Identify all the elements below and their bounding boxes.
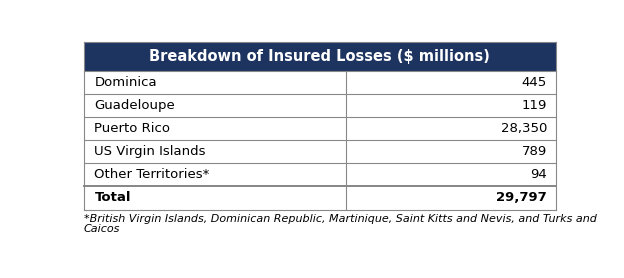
Text: 789: 789 [522,145,547,158]
Text: US Virgin Islands: US Virgin Islands [94,145,206,158]
Text: Total: Total [94,192,131,205]
Text: 119: 119 [522,99,547,112]
Text: Puerto Rico: Puerto Rico [94,122,170,135]
Text: Guadeloupe: Guadeloupe [94,99,175,112]
Text: *British Virgin Islands, Dominican Republic, Martinique, Saint Kitts and Nevis, : *British Virgin Islands, Dominican Repub… [84,214,597,224]
Text: 445: 445 [522,76,547,89]
Bar [84,163,556,187]
Bar [84,94,556,117]
Text: 94: 94 [530,168,547,181]
Bar [84,117,556,140]
Text: Dominica: Dominica [94,76,157,89]
Text: Breakdown of Insured Losses ($ millions): Breakdown of Insured Losses ($ millions) [149,49,490,64]
Bar [84,187,556,210]
Text: 29,797: 29,797 [496,192,547,205]
Bar [84,42,556,71]
Bar [84,140,556,163]
Text: 28,350: 28,350 [500,122,547,135]
Text: Other Territories*: Other Territories* [94,168,210,181]
Bar [84,71,556,94]
Text: Caicos: Caicos [84,224,120,234]
